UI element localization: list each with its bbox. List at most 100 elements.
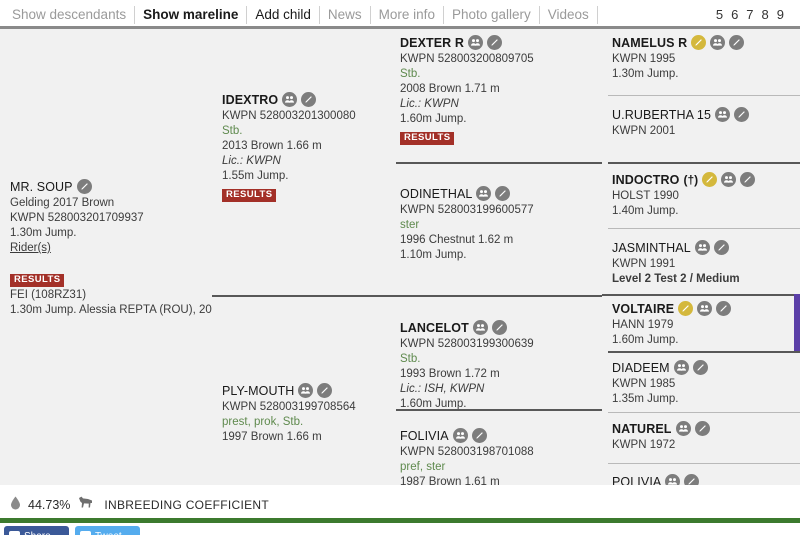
gen3-2-name-row: LANCELOT [400, 320, 592, 335]
gen4-3-name-row: JASMINTHAL [612, 240, 790, 255]
gen4-2-performance: 1.40m Jump. [612, 205, 679, 217]
generation-selector: 5 6 7 8 9 [714, 7, 794, 22]
gen4-1-name[interactable]: U.RUBERTHA 15 [612, 107, 712, 122]
family-icon[interactable] [298, 383, 314, 398]
pedigree-cell-subject[interactable]: MR. SOUP Gelding 2017 Brown KWPN 5280032… [0, 29, 212, 485]
edit-icon[interactable] [734, 107, 750, 122]
edit-icon[interactable] [76, 179, 92, 194]
gen3-2-registration: KWPN 528003199300639 [400, 338, 534, 350]
results-badge[interactable]: RESULTS [10, 274, 65, 287]
gen4-6-name[interactable]: NATUREL [612, 421, 672, 436]
gen2-1-name-row: PLY-MOUTH [222, 383, 380, 398]
gen3-0-predicates: Stb. [400, 68, 421, 80]
gen4-4-name[interactable]: VOLTAIRE [612, 301, 675, 316]
toolbar-item-photo-gallery[interactable]: Photo gallery [444, 5, 540, 24]
family-icon[interactable] [472, 320, 488, 335]
edit-icon[interactable] [495, 186, 511, 201]
gen3-0-details: 2008 Brown 1.71 m [400, 83, 500, 95]
family-icon[interactable] [452, 428, 468, 443]
subject-result-line-2: 1.30m Jump. Alessia REPTA (ROU), 2024 [10, 304, 212, 316]
gen4-6-name-row: NATUREL [612, 421, 790, 436]
generation-option-8[interactable]: 8 [761, 7, 769, 22]
edit-icon[interactable] [729, 35, 745, 50]
subject-riders-link[interactable]: Rider(s) [10, 242, 51, 254]
facebook-share-button[interactable]: Share [4, 526, 69, 535]
subject-name[interactable]: MR. SOUP [10, 179, 73, 194]
edit-icon[interactable] [716, 301, 732, 316]
gen4-5-registration: KWPN 1985 [612, 378, 676, 390]
pedigree-cell-gen4-3[interactable]: JASMINTHAL KWPN 1991 Level 2 Test 2 / Me… [602, 228, 800, 294]
family-icon[interactable] [673, 360, 689, 375]
gen3-3-registration: KWPN 528003198701088 [400, 446, 534, 458]
generation-option-5[interactable]: 5 [715, 7, 724, 22]
gen2-1-name[interactable]: PLY-MOUTH [222, 383, 295, 398]
gen4-0-name[interactable]: NAMELUS R [612, 35, 688, 50]
gen3-1-registration: KWPN 528003199600577 [400, 204, 534, 216]
edit-icon[interactable] [317, 383, 333, 398]
twitter-share-button[interactable]: Tweet [75, 526, 140, 535]
pedigree-cell-gen4-5[interactable]: DIADEEM KWPN 1985 1.35m Jump. [602, 351, 800, 412]
gen4-5-name[interactable]: DIADEEM [612, 360, 670, 375]
edit-icon[interactable] [692, 360, 708, 375]
gen3-1-name[interactable]: ODINETHAL [400, 186, 473, 201]
generation-option-9[interactable]: 9 [776, 7, 784, 22]
edit-icon[interactable] [713, 240, 729, 255]
toolbar-item-show-mareline[interactable]: Show mareline [135, 5, 248, 24]
generation-option-7[interactable]: 7 [746, 7, 754, 22]
toolbar-item-add-child[interactable]: Add child [247, 5, 320, 24]
pedigree-cell-gen3-1[interactable]: ODINETHAL KWPN 528003199600577 ster 1996… [390, 162, 602, 295]
edit-icon[interactable] [471, 428, 487, 443]
gen3-2-performance: 1.60m Jump. [400, 398, 467, 409]
gen3-0-registration: KWPN 528003200809705 [400, 53, 534, 65]
subject-name-row: MR. SOUP [10, 179, 202, 194]
family-icon[interactable] [476, 186, 492, 201]
subject-performance: 1.30m Jump. [10, 227, 77, 239]
family-icon[interactable] [675, 421, 691, 436]
toolbar-item-more-info[interactable]: More info [371, 5, 444, 24]
gen3-2-license: Lic.: ISH, KWPN [400, 383, 485, 395]
gen3-2-predicates: Stb. [400, 353, 421, 365]
edit-icon[interactable] [740, 172, 756, 187]
edit-icon[interactable] [301, 92, 317, 107]
family-icon[interactable] [697, 301, 713, 316]
family-icon[interactable] [710, 35, 726, 50]
gen3-3-name[interactable]: FOLIVIA [400, 428, 449, 443]
gen4-3-name[interactable]: JASMINTHAL [612, 240, 691, 255]
pedigree-cell-gen4-1[interactable]: U.RUBERTHA 15 KWPN 2001 [602, 95, 800, 162]
award-icon[interactable] [678, 301, 694, 316]
toolbar-item-news[interactable]: News [320, 5, 371, 24]
family-icon[interactable] [694, 240, 710, 255]
water-drop-icon [10, 496, 21, 515]
gen2-0-details: 2013 Brown 1.66 m [222, 140, 322, 152]
pedigree-cell-gen3-3[interactable]: FOLIVIA KWPN 528003198701088 pref, ster … [390, 409, 602, 485]
family-icon[interactable] [468, 35, 484, 50]
toolbar-item-show-descendants[interactable]: Show descendants [4, 5, 136, 24]
pedigree-cell-gen4-0[interactable]: NAMELUS R KWPN 1995 1.30m Jump. [602, 29, 800, 95]
pedigree-cell-gen3-0[interactable]: DEXTER R KWPN 528003200809705 Stb. 2008 … [390, 29, 602, 162]
gen3-2-name[interactable]: LANCELOT [400, 320, 469, 335]
edit-icon[interactable] [694, 421, 710, 436]
gen3-1-performance: 1.10m Jump. [400, 249, 467, 261]
pedigree-cell-gen3-2[interactable]: LANCELOT KWPN 528003199300639 Stb. 1993 … [390, 295, 602, 409]
family-icon[interactable] [721, 172, 737, 187]
gen2-0-name[interactable]: IDEXTRO [222, 92, 279, 107]
award-icon[interactable] [691, 35, 707, 50]
toolbar-item-videos[interactable]: Videos [540, 5, 598, 24]
edit-icon[interactable] [487, 35, 503, 50]
pedigree-cell-dam[interactable]: PLY-MOUTH KWPN 528003199708564 prest, pr… [212, 295, 390, 485]
family-icon[interactable] [282, 92, 298, 107]
gen3-0-name[interactable]: DEXTER R [400, 35, 465, 50]
edit-icon[interactable] [491, 320, 507, 335]
pedigree-cell-gen4-4[interactable]: VOLTAIRE HANN 1979 1.60m Jump. [602, 294, 800, 351]
pedigree-cell-gen4-2[interactable]: INDOCTRO (†) HOLST 1990 1.40m Jump. [602, 162, 800, 228]
pedigree-cell-gen4-6[interactable]: NATUREL KWPN 1972 [602, 412, 800, 463]
gen3-3-predicates: pref, ster [400, 461, 446, 473]
family-icon[interactable] [715, 107, 731, 122]
award-icon[interactable] [702, 172, 718, 187]
results-badge[interactable]: RESULTS [400, 132, 455, 145]
generation-option-6[interactable]: 6 [731, 7, 739, 22]
facebook-icon [9, 530, 20, 535]
pedigree-cell-sire[interactable]: IDEXTRO KWPN 528003201300080 Stb. 2013 B… [212, 29, 390, 295]
gen4-2-name[interactable]: INDOCTRO [612, 172, 680, 187]
results-badge[interactable]: RESULTS [222, 189, 277, 202]
